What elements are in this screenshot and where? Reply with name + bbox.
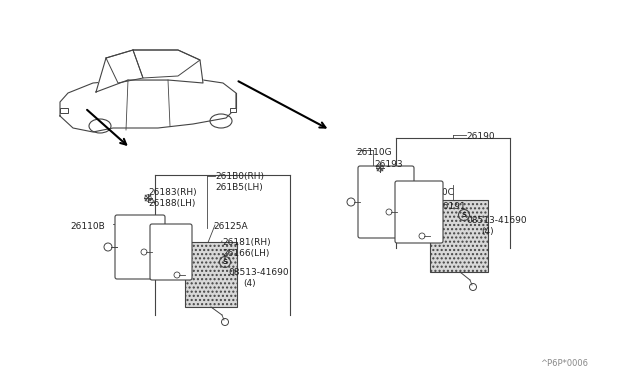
FancyBboxPatch shape — [358, 166, 414, 238]
Text: 26110G: 26110G — [356, 148, 392, 157]
Text: 261B5(LH): 261B5(LH) — [215, 183, 263, 192]
Text: 26110B: 26110B — [70, 222, 105, 231]
Text: 08513-41690: 08513-41690 — [466, 216, 527, 225]
FancyBboxPatch shape — [115, 215, 165, 279]
Text: 26190: 26190 — [466, 132, 495, 141]
Text: S: S — [223, 259, 227, 265]
Text: 26125A: 26125A — [213, 222, 248, 231]
Bar — [430, 200, 488, 272]
FancyBboxPatch shape — [150, 224, 192, 280]
Text: 26166(LH): 26166(LH) — [222, 249, 269, 258]
Bar — [60, 108, 68, 113]
Text: (4): (4) — [481, 227, 493, 236]
Text: 26193: 26193 — [374, 160, 403, 169]
Text: 26188(LH): 26188(LH) — [148, 199, 195, 208]
Text: 26191: 26191 — [437, 202, 466, 211]
Bar — [230, 108, 236, 112]
Polygon shape — [96, 50, 203, 92]
Bar — [185, 242, 237, 307]
FancyBboxPatch shape — [395, 181, 443, 243]
Text: 261B0(RH): 261B0(RH) — [215, 172, 264, 181]
Polygon shape — [60, 80, 236, 132]
Text: 26183(RH): 26183(RH) — [148, 188, 196, 197]
Text: 26550C: 26550C — [419, 188, 454, 197]
Text: S: S — [461, 212, 467, 218]
Text: 08513-41690: 08513-41690 — [228, 268, 289, 277]
Text: ^P6P*0006: ^P6P*0006 — [540, 359, 588, 368]
Text: (4): (4) — [243, 279, 255, 288]
Text: 26181(RH): 26181(RH) — [222, 238, 271, 247]
